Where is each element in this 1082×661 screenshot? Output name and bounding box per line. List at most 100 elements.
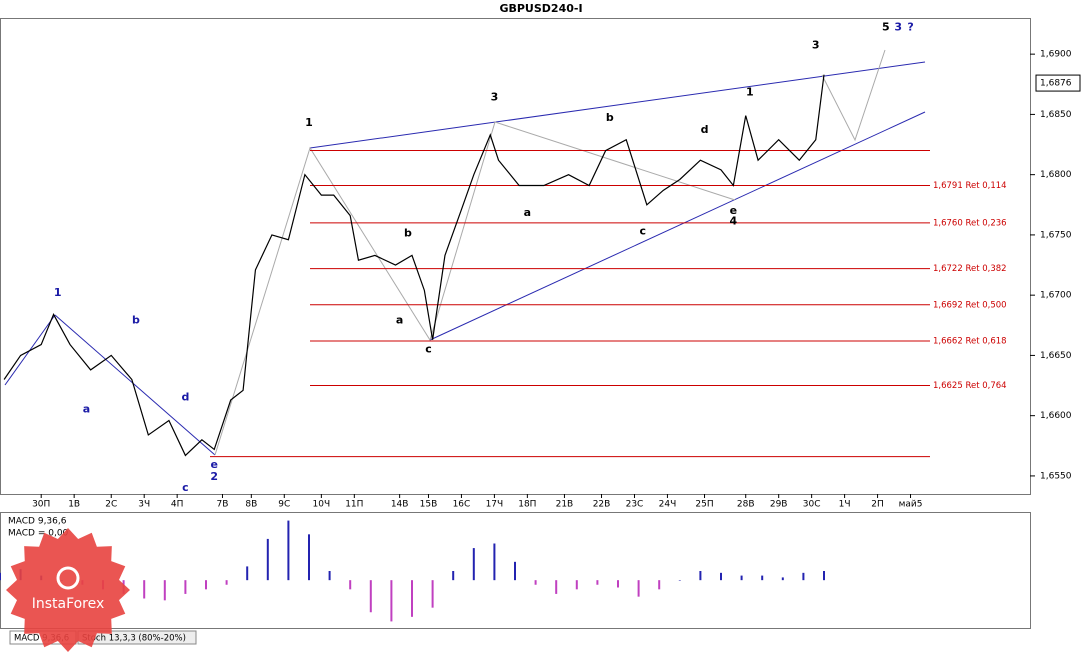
macd-bar [143,580,146,599]
macd-bar [163,580,166,601]
macd-bar [411,580,413,617]
retracement-label: 1,6760 Ret 0,236 [933,218,1007,228]
x-tick-label: 17Ч [486,500,504,510]
macd-bar [740,575,743,581]
x-tick-label: 15В [420,500,438,510]
macd-bar [823,571,825,581]
last-price-box [1035,74,1081,92]
wave-label: d [181,391,189,404]
x-tick-label: 18П [518,500,536,510]
macd-bar [266,538,269,581]
wave-label: c [639,224,646,237]
wave-label: ? [907,21,913,34]
retracement-label: 1,6791 Ret 0,114 [933,181,1007,191]
macd-bar [308,534,310,581]
wave-label: 3 [812,39,820,52]
macd-bar [225,580,228,585]
x-tick-label: 23С [626,500,644,510]
y-tick-label: 1,6850 [1040,110,1072,120]
wave-label: c [182,481,189,494]
macd-bar [246,566,249,581]
y-tick-label: 1,6700 [1040,291,1072,301]
wave-label: 1 [746,86,754,99]
wave-label: 4 [730,215,738,228]
x-tick-label: 2П [871,500,884,510]
wave-label: 1 [54,286,62,299]
wave-label: 2 [210,470,218,483]
wave-label: c [425,342,432,355]
wave-label: 3 [491,91,499,104]
watermark-badge [6,528,130,652]
main-panel [0,18,1031,495]
trend-line [54,314,216,456]
x-tick-label: 25П [695,500,713,510]
x-tick-label: 30П [32,500,50,510]
x-tick-label: 11П [345,500,363,510]
x-tick-label: 29В [770,500,788,510]
wave-label: e [730,204,737,217]
macd-bar [0,572,1,581]
macd-bar [637,580,640,597]
x-tick-label: 10Ч [313,500,331,510]
channel-line [429,111,926,341]
macd-bar [431,580,434,608]
wave-label: 1 [305,116,313,129]
x-tick-label: 22В [593,500,611,510]
wave-label: b [404,227,412,240]
x-tick-label: 30С [803,500,821,510]
macd-bar [761,575,764,581]
x-tick-label: 1В [68,500,80,510]
watermark-icon [56,566,80,590]
chart-title: GBPUSD240-I [499,2,582,15]
macd-bar [369,580,372,613]
macd-bar [328,571,331,581]
macd-bar [596,580,599,585]
macd-bar [617,580,619,588]
macd-title: MACD 9,36,6 [8,517,67,527]
wave-label: e [211,458,218,471]
macd-bar [349,580,352,590]
macd-bar [287,520,290,581]
macd-bar [678,580,681,581]
macd-bar [184,580,187,594]
macd-bar [205,580,207,590]
macd-bar [493,543,496,581]
x-tick-label: 8В [245,500,257,510]
wave-label: 5 [882,21,890,34]
x-tick-label: 21В [556,500,574,510]
indicator-tab-label: Stoch 13,3,3 (80%-20%) [82,634,186,644]
wave-label: a [396,313,403,326]
projection-line [821,49,886,142]
y-tick-label: 1,6550 [1040,471,1072,481]
x-tick-label: 3Ч [138,500,150,510]
last-price-label: 1,6876 [1040,79,1072,89]
retracement-label: 1,6692 Ret 0,500 [933,300,1007,310]
macd-bar [699,571,702,581]
y-tick-label: 1,6750 [1040,230,1072,240]
wave-label: b [606,111,614,124]
retracement-label: 1,6662 Ret 0,618 [933,336,1007,346]
x-tick-label: 4П [171,500,184,510]
y-tick-label: 1,6800 [1040,170,1072,180]
macd-bar [781,577,784,581]
wave-label: 3 [894,21,902,34]
wave-label: d [701,123,709,136]
retracement-label: 1,6625 Ret 0,764 [933,381,1007,391]
macd-bar [390,580,393,622]
macd-bar [534,580,537,585]
wave-line [214,121,736,456]
x-tick-label: 9С [278,500,290,510]
macd-bar [452,571,455,581]
retracement-label: 1,6722 Ret 0,382 [933,264,1007,274]
macd-bar [802,572,805,581]
y-tick-label: 1,6600 [1040,411,1072,421]
x-tick-label: 2С [105,500,117,510]
x-tick-label: 1Ч [839,500,851,510]
macd-bar [472,548,475,581]
y-tick-label: 1,6650 [1040,351,1072,361]
macd-value: MACD = 0,00 [8,529,69,539]
x-tick-label: май5 [899,500,923,510]
macd-bar [514,561,516,581]
